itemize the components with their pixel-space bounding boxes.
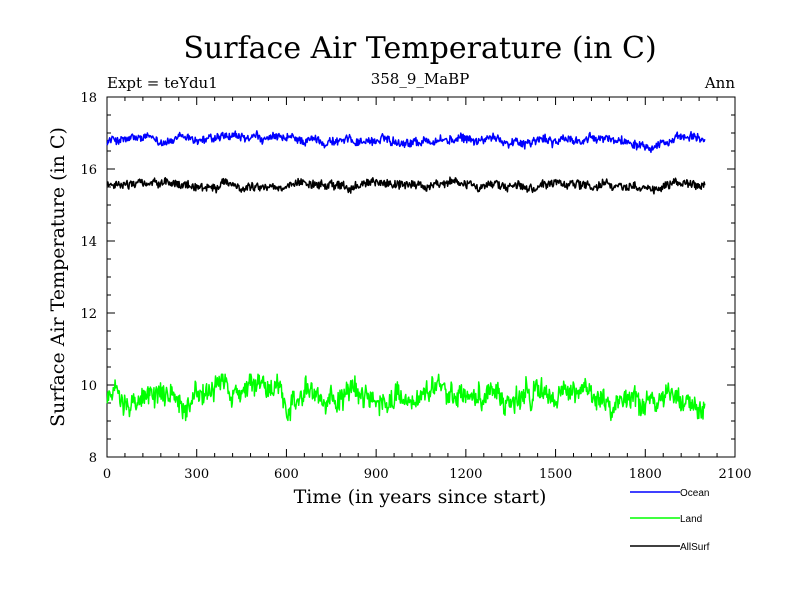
legend-label-allsurf: AllSurf <box>680 542 710 553</box>
x-tick-label: 1800 <box>629 467 662 482</box>
season-label: Ann <box>704 74 735 92</box>
legend: Ocean Land AllSurf <box>630 488 710 553</box>
y-axis-label: Surface Air Temperature (in C) <box>47 127 69 427</box>
x-tick-label: 2100 <box>718 467 751 482</box>
axis-ticks: 0 300 600 900 1200 1500 1800 2100 8 10 12 14 16 18 <box>80 91 751 482</box>
series-line-land <box>106 373 706 422</box>
y-tick-label: 8 <box>89 451 97 466</box>
x-tick-label: 300 <box>184 467 209 482</box>
series-line-ocean <box>106 130 706 154</box>
y-tick-label: 16 <box>80 163 97 178</box>
legend-label-land: Land <box>680 514 702 525</box>
x-tick-label: 0 <box>103 467 111 482</box>
experiment-label: Expt = teYdu1 <box>107 74 218 92</box>
x-tick-label: 900 <box>364 467 389 482</box>
legend-label-ocean: Ocean <box>680 488 709 499</box>
y-tick-label: 12 <box>80 307 97 322</box>
x-tick-label: 600 <box>274 467 299 482</box>
x-tick-label: 1200 <box>449 467 482 482</box>
x-tick-label: 1500 <box>539 467 572 482</box>
chart-title: Surface Air Temperature (in C) <box>183 31 656 66</box>
y-tick-label: 10 <box>80 379 97 394</box>
series-line-allsurf <box>106 176 706 195</box>
period-label: 358_9_MaBP <box>371 70 470 88</box>
series-lines <box>106 130 706 422</box>
y-tick-label: 14 <box>80 235 97 250</box>
y-tick-label: 18 <box>80 91 97 106</box>
x-axis-label: Time (in years since start) <box>294 486 547 508</box>
